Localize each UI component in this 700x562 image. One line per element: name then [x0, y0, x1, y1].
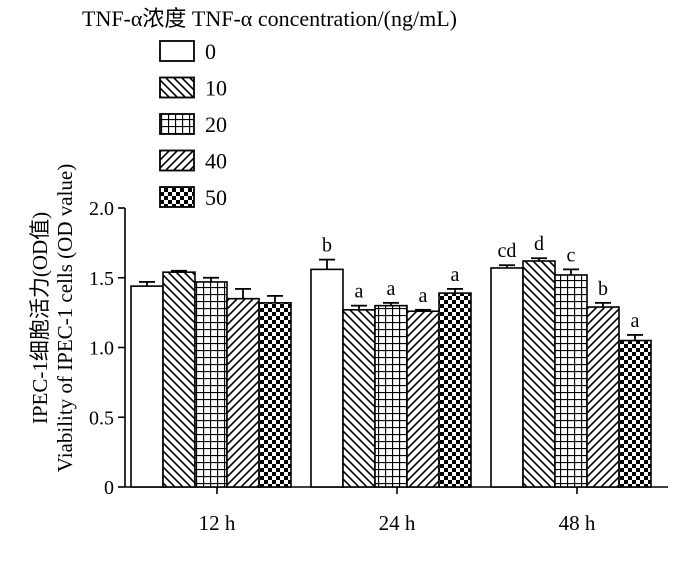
- legend-swatch: [159, 113, 195, 135]
- significance-label: b: [322, 235, 332, 257]
- legend-label: 40: [205, 149, 227, 174]
- legend-label: 0: [205, 39, 216, 64]
- bar: [258, 302, 292, 488]
- y-tick-label: 0: [104, 477, 114, 499]
- significance-label: b: [598, 278, 608, 300]
- y-axis-label: IPEC-1细胞活力(OD值) Viability of IPEC-1 cell…: [28, 164, 77, 472]
- y-tick-label: 1.5: [89, 268, 114, 290]
- legend-swatch: [159, 149, 195, 172]
- bar: [554, 274, 588, 488]
- y-tick-label: 2.0: [89, 198, 114, 220]
- y-ticks: 0 0.5 1.0 1.5 2.0: [89, 198, 125, 499]
- bar: [438, 292, 472, 488]
- legend-label: 10: [205, 76, 227, 101]
- bar: [374, 304, 408, 488]
- y-axis-label-chinese: IPEC-1细胞活力(OD值): [28, 212, 52, 424]
- legend-label: 20: [205, 112, 227, 137]
- legend-label: 50: [205, 185, 227, 210]
- significance-label: a: [387, 278, 396, 300]
- bar: [162, 271, 196, 488]
- significance-label: a: [451, 264, 460, 286]
- y-tick-label: 1.0: [89, 338, 114, 360]
- y-tick-label: 0.5: [89, 407, 114, 429]
- bar: [618, 339, 652, 488]
- significance-label: a: [419, 285, 428, 307]
- significance-label: cd: [498, 240, 517, 262]
- x-tick-label: 24 h: [379, 511, 416, 535]
- significance-label: c: [567, 244, 576, 266]
- x-categories: 12 h 24 h 48 h: [199, 487, 596, 535]
- bar: [310, 268, 344, 488]
- legend-title: TNF-α浓度 TNF-α concentration/(ng/mL): [82, 6, 457, 31]
- bar: [406, 310, 440, 488]
- legend-swatch: [159, 76, 195, 99]
- bar: [226, 297, 260, 488]
- y-axis-label-english: Viability of IPEC-1 cells (OD value): [53, 164, 77, 472]
- bar: [342, 309, 376, 488]
- bar: [130, 285, 164, 488]
- significance-label: a: [631, 310, 640, 332]
- legend: 0 10 20 40 50: [159, 39, 227, 210]
- bar: [194, 281, 228, 488]
- legend-swatch: [159, 40, 195, 62]
- x-tick-label: 48 h: [559, 511, 596, 535]
- bar: [586, 306, 620, 488]
- significance-label: a: [355, 281, 364, 303]
- significance-label: d: [534, 233, 544, 255]
- x-tick-label: 12 h: [199, 511, 236, 535]
- legend-swatch: [159, 186, 195, 208]
- bar: [522, 260, 556, 488]
- bar: [490, 267, 524, 488]
